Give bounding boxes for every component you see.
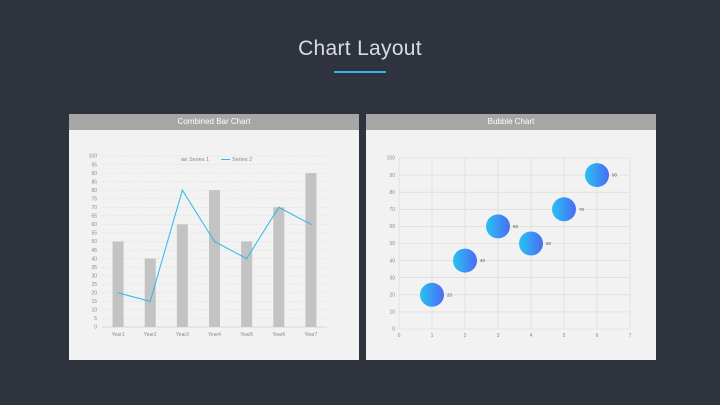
y-tick-label: 60 (91, 222, 97, 228)
y-tick-label: 50 (389, 241, 395, 247)
y-tick-label: 50 (91, 239, 97, 245)
x-tick-label: 0 (398, 333, 401, 339)
line-point-5 (246, 258, 248, 260)
bubble-3 (486, 214, 510, 239)
bubble-6 (585, 163, 609, 188)
bubble-chart-title: Bubble Chart (366, 114, 656, 130)
line-point-6 (278, 206, 280, 208)
y-tick-label: 10 (91, 308, 97, 314)
x-tick-label: Year3 (176, 332, 189, 338)
bar-series-1-4 (209, 190, 220, 327)
bubble-data-label: 60 (513, 224, 519, 229)
y-tick-label: 45 (91, 248, 97, 254)
x-tick-label: Year2 (144, 332, 157, 338)
y-tick-label: 85 (91, 179, 97, 185)
x-tick-label: 5 (563, 333, 566, 339)
bar-series-1-7 (305, 173, 317, 327)
bubble-data-label: 70 (579, 207, 585, 212)
y-tick-label: 60 (389, 224, 395, 230)
bar-series-1-3 (176, 224, 188, 327)
y-tick-label: 70 (389, 207, 395, 213)
bubble-data-label: 90 (612, 173, 618, 178)
bubble-4 (519, 231, 543, 256)
y-tick-label: 0 (392, 327, 395, 333)
combined-bar-chart: 0 5 10 15 20 25 30 35 40 45 50 55 60 65 70 75 80 85 90 95 10… (89, 154, 327, 338)
bar-series-1-5 (241, 241, 253, 327)
y-tick-label: 55 (91, 231, 97, 237)
y-tick-label: 20 (389, 293, 395, 299)
bubble-data-label: 20 (447, 292, 453, 297)
y-tick-label: 70 (91, 205, 97, 211)
bar-series-1-1 (112, 241, 124, 327)
y-tick-label: 35 (91, 265, 97, 271)
y-tick-label: 40 (91, 256, 97, 262)
y-tick-label: 90 (91, 171, 97, 177)
legend-label-series-2: Series 2 (232, 157, 252, 163)
y-tick-label: 40 (389, 258, 395, 264)
x-tick-label: Year1 (112, 332, 125, 338)
y-tick-label: 95 (91, 162, 97, 168)
line-point-7 (310, 223, 312, 225)
y-tick-label: 100 (387, 156, 396, 162)
line-point-2 (149, 300, 151, 302)
x-tick-label: Year4 (208, 332, 221, 338)
y-tick-label: 0 (94, 325, 97, 331)
bubble-data-label: 50 (546, 241, 552, 246)
combined-bar-chart-title: Combined Bar Chart (69, 114, 359, 130)
y-tick-label: 20 (91, 291, 97, 297)
title-underline (334, 71, 386, 73)
slide-title: Chart Layout (298, 37, 422, 60)
y-tick-label: 10 (389, 310, 395, 316)
bubble-5 (552, 197, 576, 222)
y-tick-label: 75 (91, 196, 97, 202)
y-tick-label: 65 (91, 214, 97, 220)
x-tick-label: Year6 (272, 332, 285, 338)
bubble-2 (453, 248, 477, 273)
bubble-1 (420, 282, 444, 307)
y-tick-label: 90 (389, 173, 395, 179)
x-tick-label: Year7 (304, 332, 317, 338)
legend-swatch-series-1 (181, 158, 187, 161)
y-tick-label: 15 (91, 299, 97, 305)
x-tick-label: 4 (530, 333, 533, 339)
y-tick-label: 80 (389, 190, 395, 196)
bubble-chart: 0 10 20 30 40 50 60 70 80 90 100 0 1 2 3 4 5 6 7 20 40 60 50 70… (387, 156, 632, 339)
bubble-chart-panel: Bubble Chart 0 10 20 30 40 50 60 70 80 90 100 0 1 2 3 4… (366, 114, 656, 360)
y-tick-label: 30 (91, 273, 97, 279)
legend-label-series-1: Series 1 (189, 157, 209, 163)
y-tick-label: 25 (91, 282, 97, 288)
y-tick-label: 100 (89, 154, 98, 160)
y-tick-label: 5 (94, 316, 97, 322)
bar-series-1-6 (273, 207, 285, 327)
x-tick-label: 3 (497, 333, 500, 339)
x-tick-label: 2 (464, 333, 467, 339)
y-tick-label: 80 (91, 188, 97, 194)
x-tick-label: 1 (431, 333, 434, 339)
line-point-4 (213, 240, 216, 243)
x-tick-label: 6 (596, 333, 599, 339)
x-tick-label: 7 (629, 333, 632, 339)
combined-bar-chart-panel: Combined Bar Chart 0 5 10 15 20 25 30 35 40 45 50 5… (69, 114, 359, 360)
bar-series-1-2 (144, 258, 156, 327)
bubble-data-label: 40 (480, 258, 486, 263)
y-tick-label: 30 (389, 275, 395, 281)
line-point-1 (117, 292, 119, 294)
line-point-3 (181, 189, 183, 191)
x-tick-label: Year5 (240, 332, 253, 338)
